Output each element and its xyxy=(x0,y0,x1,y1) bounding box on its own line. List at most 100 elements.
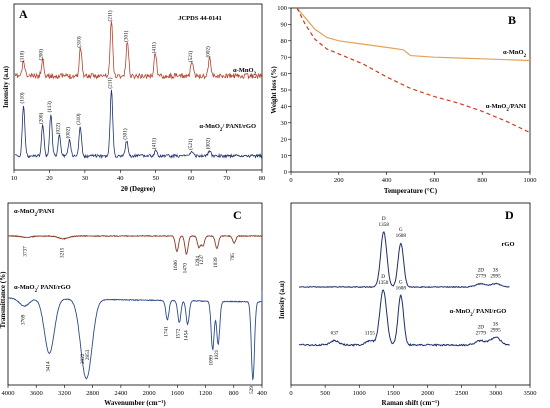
panel-c-frame xyxy=(7,202,263,386)
x-tick-label: 30 xyxy=(82,175,89,182)
raman-line-1 xyxy=(298,289,510,347)
raman-peak-label: 1608 xyxy=(396,233,407,239)
ftir-band-label: 1741 xyxy=(163,326,169,337)
series-label-mno2-pani: α-MnO2/PANI xyxy=(14,208,55,218)
x-tick-label: 10 xyxy=(11,175,18,182)
xrd-peak-label: (002) xyxy=(205,138,212,150)
x-tick-label: 600 xyxy=(430,177,440,184)
panel-d: D 0 500 1000 1500 2000 2500 3000 3500 Raman shift… xyxy=(278,202,537,407)
x-tick-label: 2500 xyxy=(455,390,468,397)
raman-peak-label: 1358 xyxy=(379,222,390,228)
series-label-composite: α-MnO2/ PANI/rGO xyxy=(199,123,256,133)
panel-label-b: B xyxy=(508,13,516,27)
y-tick-label: 0 xyxy=(284,169,287,176)
ftir-band-label: 2922 xyxy=(80,353,86,364)
ftir-band-label: 1294 xyxy=(195,256,201,267)
raman-peak-label: 1155 xyxy=(365,331,376,337)
ftir-band-label: 1099 xyxy=(209,355,215,366)
xrd-peak-label: (301) xyxy=(122,128,129,140)
ftir-band-label: 1237 xyxy=(199,254,205,265)
y-tick-label: 70 xyxy=(281,54,288,61)
xrd-peak-label: (200) xyxy=(38,49,45,61)
raman-peak-label: 2D xyxy=(478,268,485,274)
raman-peak-label: 2995 xyxy=(490,274,501,280)
raman-peak-label: 1350 xyxy=(378,280,389,286)
x-axis-label: 2θ (Degree) xyxy=(121,185,156,193)
ftir-band-label: 1021 xyxy=(214,349,220,360)
xrd-peak-label: (411) xyxy=(150,42,157,53)
xrd-peak-label: (110) xyxy=(19,51,26,62)
panel-label-d: D xyxy=(505,208,514,222)
xrd-peak-label: (110) xyxy=(19,92,26,103)
ftir-band-label: 1039 xyxy=(213,257,219,268)
ftir-band-label: 3215 xyxy=(59,247,65,258)
raman-peak-label: 2995 xyxy=(490,327,501,333)
raman-peak-label: G xyxy=(399,280,403,286)
xrd-peak-label: (521) xyxy=(187,51,194,63)
raman-peak-label: 2779 xyxy=(476,274,487,280)
x-tick-label: 40 xyxy=(117,175,124,182)
xrd-peak-label: (211) xyxy=(106,77,113,88)
xrd-peak-label: (002) xyxy=(65,127,72,139)
xrd-peak-label: (200) xyxy=(38,113,45,125)
y-axis-label: Transmittance (%) xyxy=(0,271,7,328)
ftir-band-label: 1454 xyxy=(184,330,190,341)
x-tick-label: 3200 xyxy=(58,390,71,397)
x-tick-label: 50 xyxy=(152,175,159,182)
ftir-band-label: 3414 xyxy=(45,361,51,372)
series-label-composite: α-MnO2/ PANI/rGO xyxy=(14,284,71,294)
y-tick-label: 100 xyxy=(277,5,287,12)
x-tick-label: 70 xyxy=(223,175,230,182)
ftir-line-0 xyxy=(7,234,263,255)
xrd-peak-label: (310) xyxy=(76,36,83,48)
reference-label: JCPDS 44-0141 xyxy=(178,15,222,22)
x-tick-label: 1200 xyxy=(199,390,212,397)
series-label-rgo: rGO xyxy=(502,241,515,248)
x-tick-label: 400 xyxy=(382,177,392,184)
xrd-peak-label: (022) xyxy=(54,123,61,135)
panel-d-frame xyxy=(290,202,531,386)
series-label-mno2: α-MnO2 xyxy=(233,67,257,77)
ftir-band-label: 3737 xyxy=(23,246,29,257)
x-tick-label: 1000 xyxy=(524,177,537,184)
y-tick-label: 60 xyxy=(281,71,288,78)
x-tick-label: 500 xyxy=(320,390,330,397)
x-tick-label: 3000 xyxy=(489,390,502,397)
x-tick-label: 800 xyxy=(477,177,487,184)
xrd-peak-label: (113) xyxy=(46,101,53,112)
y-tick-label: 40 xyxy=(281,104,288,111)
ftir-line-1 xyxy=(7,290,263,381)
x-tick-label: 200 xyxy=(334,177,344,184)
y-axis-label: Intesity (a.u) xyxy=(278,280,286,319)
panel-b-frame xyxy=(290,7,531,173)
y-axis-label: Weight loss (%) xyxy=(270,66,278,114)
x-tick-label: 20 xyxy=(46,175,53,182)
x-tick-label: 3600 xyxy=(30,390,43,397)
x-tick-label: 1600 xyxy=(171,390,184,397)
y-tick-label: 80 xyxy=(281,38,288,45)
y-tick-label: 20 xyxy=(281,136,288,143)
panel-c: C 4000 3600 3200 2800 2400 2000 1600 1200 800 400 W… xyxy=(0,202,267,407)
ftir-band-label: 1572 xyxy=(175,328,181,339)
raman-line-0 xyxy=(298,231,510,289)
tga-line-1 xyxy=(296,7,531,134)
x-axis-label: Temperature (°C) xyxy=(384,187,438,195)
raman-peak-label: 637 xyxy=(331,331,339,337)
xrd-line-1 xyxy=(14,89,263,159)
x-tick-label: 1500 xyxy=(387,390,400,397)
panel-a: A JCPDS 44-0141 10 20 30 40 50 60 70 80 2θ (Degree… xyxy=(2,3,265,193)
x-tick-label: 2000 xyxy=(143,390,156,397)
xrd-peak-label: (002) xyxy=(205,46,212,58)
raman-peak-label: D xyxy=(382,216,386,222)
y-tick-label: 90 xyxy=(281,22,288,29)
x-tick-label: 4000 xyxy=(2,390,15,397)
x-axis-label: Wavenumber (cm⁻¹) xyxy=(104,399,166,407)
ftir-band-label: 529 xyxy=(249,386,255,394)
ftir-band-label: 3769 xyxy=(20,314,26,325)
ftir-band-label: 1470 xyxy=(183,263,189,274)
ftir-band-label: 1606 xyxy=(173,260,179,271)
raman-peak-label: G xyxy=(399,227,403,233)
panel-b: B 0 200 400 600 800 1000 0 10 20 30 40 50 60 70 80 90 100… xyxy=(270,5,537,195)
panel-label-c: C xyxy=(233,208,242,222)
